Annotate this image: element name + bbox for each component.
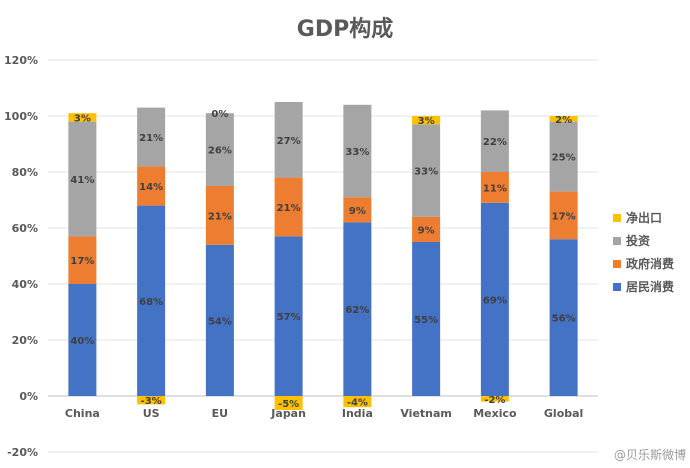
legend-label: 净出口 — [626, 210, 662, 225]
bar-segment — [412, 124, 441, 217]
legend-label: 投资 — [626, 233, 650, 248]
data-label: -2% — [484, 395, 505, 406]
bar-segment — [412, 242, 441, 396]
legend-swatch — [613, 214, 621, 222]
data-label: 17% — [552, 211, 576, 222]
bar-segment — [549, 191, 578, 240]
y-tick-label: 120% — [4, 54, 38, 67]
x-tick-label: Global — [544, 407, 583, 420]
data-label: 2% — [555, 115, 572, 126]
y-tick-label: -20% — [7, 446, 38, 459]
legend-label: 居民消费 — [626, 279, 674, 294]
data-label: 26% — [208, 146, 232, 157]
data-label: 33% — [414, 167, 438, 178]
bar-segment — [480, 202, 509, 396]
bar-segment — [68, 121, 97, 237]
bar-segment — [137, 396, 166, 405]
y-axis-ticks: -20% 0% 20% 40% 60% 80% 100% 120% — [4, 54, 38, 459]
data-label: 17% — [70, 256, 94, 267]
y-tick-label: 100% — [4, 110, 38, 123]
data-label: 21% — [139, 133, 163, 144]
data-label: 69% — [483, 295, 507, 306]
bar-segment — [549, 239, 578, 396]
data-label: 3% — [74, 113, 91, 124]
data-label: 55% — [414, 315, 438, 326]
bar-segment — [343, 396, 372, 408]
bar-segment — [480, 110, 509, 172]
bar-segment — [68, 284, 97, 396]
data-label: 21% — [277, 203, 301, 214]
data-label: 62% — [345, 305, 369, 316]
data-label: 33% — [345, 147, 369, 158]
bar-segment — [68, 113, 97, 122]
bar-segment — [205, 186, 234, 245]
data-label: 21% — [208, 211, 232, 222]
bar-segment — [412, 116, 441, 125]
x-tick-label: Vietnam — [400, 407, 452, 420]
x-tick-label: EU — [212, 407, 228, 420]
watermark: @贝乐斯微博 — [614, 447, 686, 462]
bar-segment — [480, 172, 509, 203]
legend-swatch — [613, 260, 621, 268]
bar-segment — [549, 121, 578, 192]
x-tick-label: Mexico — [473, 407, 517, 420]
y-tick-label: 60% — [12, 222, 38, 235]
data-label: 68% — [139, 297, 163, 308]
data-label: -3% — [141, 396, 162, 407]
data-label: 57% — [277, 312, 301, 323]
bar-segment — [343, 222, 372, 396]
bars: 40% 17% 41% 3% 68% 14% 21% -3% 54% 21% 26% 0% 57% 21%… — [68, 102, 578, 410]
data-label: -4% — [347, 398, 368, 409]
bar-segment — [137, 166, 166, 206]
bar-segment — [274, 177, 303, 237]
bar-segment — [274, 236, 303, 396]
data-label: 14% — [139, 182, 163, 193]
data-label: 0% — [211, 109, 228, 120]
gridlines — [48, 59, 598, 453]
data-label: 54% — [208, 316, 232, 327]
data-label: 40% — [70, 336, 94, 347]
bar-segment — [480, 396, 509, 402]
bar-segment — [205, 113, 234, 186]
x-tick-label: Japan — [270, 407, 306, 420]
x-tick-label: India — [342, 407, 373, 420]
y-tick-label: 40% — [12, 278, 38, 291]
data-label: 9% — [349, 206, 366, 217]
data-label: 27% — [277, 136, 301, 147]
bar-segment — [412, 216, 441, 242]
y-tick-label: 0% — [19, 390, 38, 403]
legend-swatch — [613, 237, 621, 245]
bar-segment — [68, 236, 97, 284]
bar-segment — [343, 104, 372, 198]
data-label: 11% — [483, 183, 507, 194]
x-tick-label: US — [143, 407, 160, 420]
data-label: 56% — [552, 314, 576, 325]
data-label: -5% — [278, 399, 299, 410]
bar-segment — [343, 197, 372, 223]
bar-segment — [205, 244, 234, 396]
bar-segment — [137, 107, 166, 167]
bar-segment — [137, 205, 166, 396]
bar-segment — [274, 396, 303, 410]
y-tick-label: 80% — [12, 166, 38, 179]
legend-swatch — [613, 283, 621, 291]
x-tick-label: China — [65, 407, 100, 420]
x-axis-ticks: China US EU Japan India Vietnam Mexico Global — [65, 407, 583, 420]
data-label: 25% — [552, 153, 576, 164]
y-tick-label: 20% — [12, 334, 38, 347]
bar-segment — [549, 116, 578, 122]
data-label: 9% — [418, 225, 435, 236]
data-label: 3% — [418, 116, 435, 127]
data-label: 22% — [483, 137, 507, 148]
data-label: 41% — [70, 175, 94, 186]
bar-segment — [274, 102, 303, 178]
legend-label: 政府消费 — [626, 256, 674, 271]
chart-title: GDP构成 — [297, 16, 393, 42]
